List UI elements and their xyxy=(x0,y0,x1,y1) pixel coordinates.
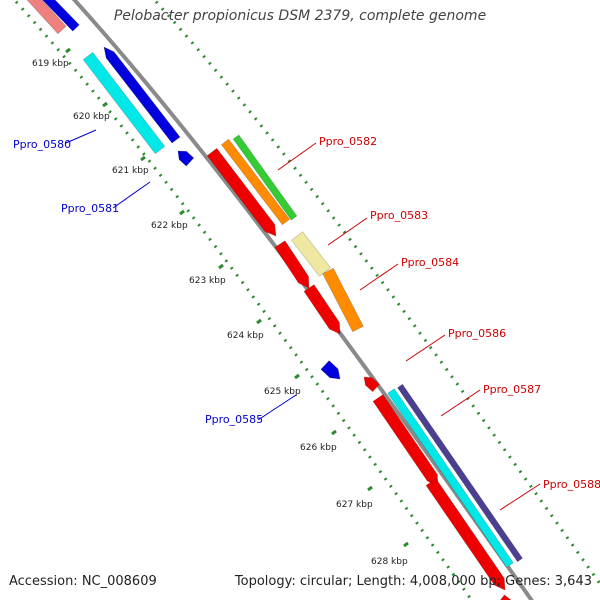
gene-ppro-0582-orange[interactable] xyxy=(221,138,290,226)
gene-label-ppro-0580[interactable]: Ppro_0580 xyxy=(13,138,71,151)
gene-label-ppro-0587[interactable]: Ppro_0587 xyxy=(483,383,541,396)
gene-ppro-0587-cyan[interactable] xyxy=(387,388,514,568)
kbp-tick xyxy=(179,209,185,216)
gene-label-ppro-0585[interactable]: Ppro_0585 xyxy=(205,413,263,426)
gene-label-ppro-0583[interactable]: Ppro_0583 xyxy=(370,209,428,222)
leader-line xyxy=(405,334,446,362)
gene-features xyxy=(25,0,523,600)
genome-summary-text: Topology: circular; Length: 4,008,000 bp… xyxy=(234,574,592,589)
gene-ppro-0583[interactable] xyxy=(291,231,331,277)
kbp-label: 626 kbp xyxy=(300,443,337,453)
kbp-tick xyxy=(65,47,71,54)
gene-labels: Ppro_0580 Ppro_0581 Ppro_0582 Ppro_0583 … xyxy=(13,135,600,491)
gene-ppro-0582-green[interactable] xyxy=(232,134,298,221)
kbp-scale: 619 kbp 620 kbp 621 kbp 622 kbp 623 kbp … xyxy=(32,59,408,567)
gene-ppro-0586[interactable] xyxy=(361,373,380,393)
tick-tracks xyxy=(12,0,600,600)
kbp-label: 621 kbp xyxy=(112,166,149,176)
leader-line xyxy=(499,483,541,511)
gene-label-ppro-0582[interactable]: Ppro_0582 xyxy=(319,135,377,148)
leader-line xyxy=(112,181,151,209)
kbp-tick xyxy=(102,101,108,108)
gene-label-ppro-0586[interactable]: Ppro_0586 xyxy=(448,327,506,340)
kbp-label: 620 kbp xyxy=(73,112,110,122)
gene-ppro-0584-red[interactable] xyxy=(303,284,345,338)
leader-line xyxy=(277,142,317,171)
kbp-label: 624 kbp xyxy=(227,331,264,341)
leader-line xyxy=(359,263,399,291)
kbp-tick xyxy=(294,373,300,380)
genome-title: Pelobacter propionicus DSM 2379, complet… xyxy=(113,8,487,24)
kbp-label: 623 kbp xyxy=(189,276,226,286)
gene-ppro-0579a[interactable] xyxy=(25,0,67,35)
gene-ppro-0588[interactable] xyxy=(425,478,510,594)
gene-ppro-0585[interactable] xyxy=(320,360,344,384)
gene-ppro-0583-red[interactable] xyxy=(274,240,314,292)
gene-ppro-0588-tail[interactable] xyxy=(499,594,515,600)
gene-ppro-0582-red[interactable] xyxy=(206,147,281,239)
gene-small-blue-1[interactable] xyxy=(174,147,195,167)
gene-label-ppro-0588[interactable]: Ppro_0588 xyxy=(543,478,600,491)
gene-ppro-0579b[interactable] xyxy=(40,0,80,32)
gene-ppro-0584[interactable] xyxy=(322,267,364,333)
kbp-tick xyxy=(403,541,409,548)
kbp-tick xyxy=(331,429,337,436)
kbp-tick xyxy=(218,263,224,270)
kbp-label: 625 kbp xyxy=(264,387,301,397)
label-leaders xyxy=(65,129,541,511)
leader-line xyxy=(65,129,97,144)
kbp-tick xyxy=(140,155,146,162)
gene-ppro-0581[interactable] xyxy=(82,51,166,155)
gene-label-ppro-0581[interactable]: Ppro_0581 xyxy=(61,202,119,215)
leader-line xyxy=(440,389,481,417)
tick-track xyxy=(152,0,600,587)
gene-label-ppro-0584[interactable]: Ppro_0584 xyxy=(401,256,459,269)
kbp-label: 622 kbp xyxy=(151,221,188,231)
tick-track xyxy=(12,0,474,600)
gene-ppro-0580[interactable] xyxy=(100,44,181,144)
kbp-label: 619 kbp xyxy=(32,59,69,69)
leader-line xyxy=(327,217,368,246)
kbp-tick xyxy=(367,485,373,492)
kbp-tick xyxy=(256,318,262,325)
gene-ppro-0587-purple[interactable] xyxy=(397,383,523,563)
leader-line xyxy=(257,394,297,421)
accession-text: Accession: NC_008609 xyxy=(9,574,157,589)
kbp-label: 627 kbp xyxy=(336,500,373,510)
kbp-label: 628 kbp xyxy=(371,557,408,567)
